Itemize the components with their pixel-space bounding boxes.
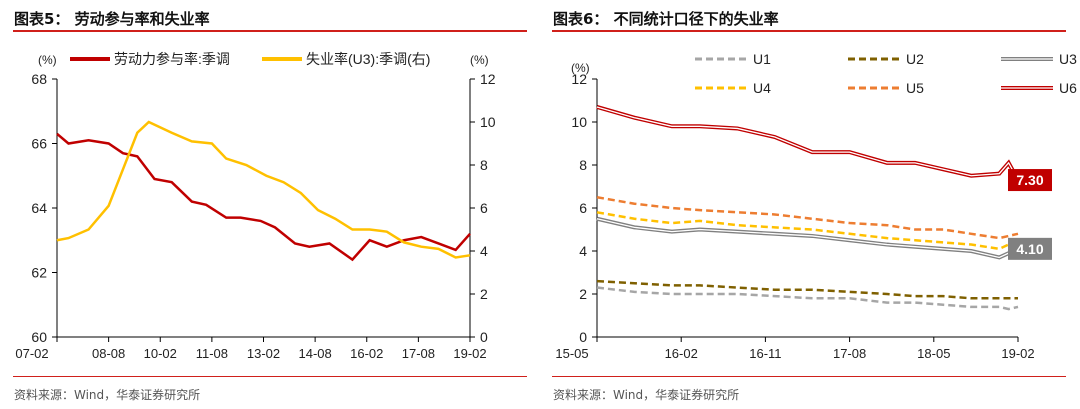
legend-label: U2 xyxy=(906,51,924,67)
y-unit: (%) xyxy=(571,61,590,75)
y-tick-label: 2 xyxy=(579,286,587,302)
legend-label: U5 xyxy=(906,80,924,96)
x-tick-label: 08-08 xyxy=(92,346,125,361)
y-right-tick-label: 2 xyxy=(480,286,488,302)
y-unit-left: (%) xyxy=(38,53,57,67)
divider xyxy=(552,376,1066,377)
value-badge-label: 4.10 xyxy=(1016,241,1043,257)
y-tick-label: 6 xyxy=(579,200,587,216)
y-tick-label: 8 xyxy=(579,157,587,173)
value-badge xyxy=(1008,169,1052,192)
y-right-tick-label: 6 xyxy=(480,200,488,216)
x-tick-label: 16-02 xyxy=(665,346,698,361)
y-tick-label: 0 xyxy=(579,329,587,345)
x-tick-label: 10-02 xyxy=(144,346,177,361)
series-line-U1 xyxy=(596,286,1019,311)
series-line-2 xyxy=(56,120,471,259)
divider xyxy=(552,30,1066,32)
y-right-tick-label: 0 xyxy=(480,329,488,345)
series-line-1 xyxy=(56,132,471,262)
divider xyxy=(13,30,527,32)
x-tick-label: 16-02 xyxy=(350,346,383,361)
y-tick-label: 66 xyxy=(31,136,47,152)
x-tick-label: 14-08 xyxy=(299,346,332,361)
series-line-U2 xyxy=(596,279,1018,300)
x-tick-label: 13-02 xyxy=(247,346,280,361)
chart6-title: 图表6： 不同统计口径下的失业率 xyxy=(553,10,779,28)
chart5-source: 资料来源：Wind，华泰证券研究所 xyxy=(14,388,201,402)
x-tick-label: 17-08 xyxy=(833,346,866,361)
y-tick-label: 60 xyxy=(31,329,47,345)
y-tick-label: 68 xyxy=(31,71,47,87)
x-tick-label: 17-08 xyxy=(402,346,435,361)
series-line-U3 xyxy=(596,216,1019,260)
legend-label: U1 xyxy=(753,51,771,67)
x-tick-label: 19-02 xyxy=(1001,346,1034,361)
legend-label: U6 xyxy=(1059,80,1077,96)
y-right-tick-label: 8 xyxy=(480,157,488,173)
y-tick-label: 10 xyxy=(571,114,587,130)
y-right-tick-label: 12 xyxy=(480,71,496,87)
divider xyxy=(13,376,527,377)
x-tick-label: 15-05 xyxy=(555,346,588,361)
legend-label: 失业率(U3):季调(右) xyxy=(306,51,430,67)
series-line-U6 xyxy=(596,105,1020,182)
value-badge-label: 7.30 xyxy=(1016,172,1043,188)
y-tick-label: 4 xyxy=(579,243,587,259)
x-tick-label: 11-08 xyxy=(196,346,228,361)
x-tick-label: 18-05 xyxy=(917,346,950,361)
chart5-title: 图表5： 劳动参与率和失业率 xyxy=(14,10,210,28)
chart6-source: 资料来源：Wind，华泰证券研究所 xyxy=(553,388,740,402)
y-tick-label: 64 xyxy=(31,200,47,216)
series-line-U5 xyxy=(596,196,1019,240)
series-line-inner xyxy=(596,106,1019,181)
y-right-tick-label: 10 xyxy=(480,114,496,130)
x-tick-label: 19-02 xyxy=(453,346,486,361)
y-right-tick-label: 4 xyxy=(480,243,488,259)
legend-label: U3 xyxy=(1059,51,1077,67)
value-badge xyxy=(1008,237,1052,260)
x-tick-label: 16-11 xyxy=(749,346,781,361)
y-unit-right: (%) xyxy=(470,53,489,67)
legend-label: 劳动力参与率:季调 xyxy=(114,51,230,67)
series-line-U4 xyxy=(596,211,1018,251)
series-line-inner xyxy=(596,218,1019,259)
y-tick-label: 62 xyxy=(31,265,47,281)
x-tick-label: 07-02 xyxy=(15,346,48,361)
y-tick-label: 12 xyxy=(571,71,587,87)
legend-label: U4 xyxy=(753,80,771,96)
